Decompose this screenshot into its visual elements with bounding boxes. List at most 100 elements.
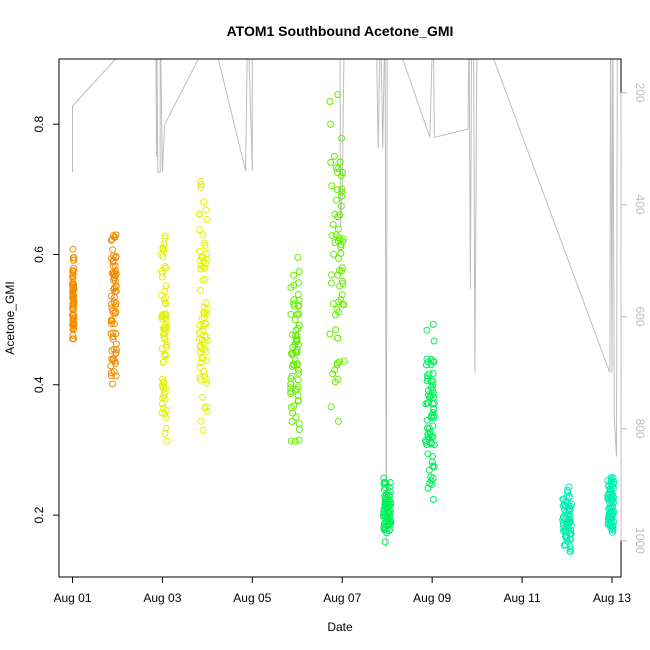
data-point (335, 417, 342, 425)
data-point (287, 380, 295, 388)
data-point (290, 281, 298, 289)
data-point (423, 441, 431, 448)
data-point (289, 409, 296, 417)
data-point (429, 462, 437, 470)
data-point (287, 388, 295, 396)
data-point (294, 325, 302, 333)
data-point (384, 513, 392, 521)
data-point (109, 252, 117, 260)
data-point (162, 414, 170, 422)
data-point (110, 309, 118, 317)
data-point (332, 164, 340, 172)
data-point (606, 512, 613, 520)
data-point (200, 367, 208, 375)
data-point (294, 254, 302, 261)
data-point (203, 255, 210, 263)
data-point (332, 326, 340, 334)
data-point (197, 417, 205, 425)
data-point (69, 292, 77, 300)
data-point (604, 513, 612, 521)
data-point (162, 282, 170, 290)
x-tick-label: Aug 07 (323, 591, 361, 605)
data-point (294, 397, 302, 405)
data-point (111, 262, 119, 270)
data-point (429, 321, 437, 328)
data-point (198, 354, 206, 362)
data-point (427, 355, 435, 363)
data-point (427, 476, 435, 484)
data-point (69, 284, 77, 291)
y-axis: 0.2 0.4 0.6 0.8 (32, 115, 60, 523)
y-axis-label: Acetone_GMI (3, 281, 17, 354)
data-point (430, 496, 437, 503)
data-point (560, 525, 568, 533)
data-point (380, 526, 388, 534)
data-point (107, 330, 115, 338)
data-point (430, 405, 438, 413)
data-point (196, 247, 203, 255)
data-point (608, 495, 616, 503)
data-point (326, 330, 334, 338)
data-point (111, 288, 119, 296)
data-point (333, 361, 341, 369)
data-point (334, 334, 342, 342)
data-point (161, 335, 169, 343)
data-point (110, 271, 118, 278)
data-point (295, 426, 303, 433)
data-point (294, 366, 302, 374)
data-point (198, 253, 206, 261)
data-point (159, 375, 167, 383)
data-point (195, 335, 203, 343)
data-point (110, 233, 118, 241)
y2-tick-label: 1000 (633, 527, 647, 554)
data-point (158, 409, 166, 417)
data-point (158, 267, 166, 275)
data-point (561, 502, 569, 510)
data-point (328, 232, 336, 240)
data-point (336, 282, 344, 290)
x-tick-label: Aug 09 (413, 591, 451, 605)
data-point (567, 545, 575, 553)
data-point (381, 500, 389, 508)
data-point (295, 420, 303, 428)
data-point (287, 437, 295, 445)
data-point (333, 186, 341, 194)
data-point (108, 317, 116, 325)
data-point (161, 388, 169, 396)
data-point (287, 310, 295, 318)
data-point (70, 264, 78, 272)
data-point (430, 337, 438, 345)
x-tick-label: Aug 01 (53, 591, 91, 605)
x-axis: Aug 01 Aug 03 Aug 05 Aug 07 Aug 09 Aug 11 Aug … (53, 576, 631, 605)
data-point (112, 267, 120, 275)
data-point (566, 548, 574, 556)
data-point (199, 231, 207, 239)
data-point (201, 264, 209, 272)
data-point (202, 259, 209, 267)
data-point (335, 234, 343, 241)
data-point (110, 345, 118, 353)
data-point (380, 523, 388, 531)
data-point (199, 322, 207, 330)
data-point (197, 344, 205, 351)
data-point (70, 319, 78, 327)
data-point (337, 172, 345, 180)
data-point (196, 321, 204, 329)
data-point (287, 384, 295, 392)
data-point (428, 480, 436, 488)
data-point (427, 439, 435, 447)
data-point (201, 372, 209, 380)
y-tick-label: 0.6 (32, 246, 46, 263)
data-point (334, 213, 342, 221)
data-point (201, 242, 209, 250)
data-point (199, 263, 207, 271)
y2-tick-label: 800 (633, 419, 647, 439)
data-point (337, 296, 345, 304)
data-point (337, 249, 345, 257)
x-tick-label: Aug 13 (593, 591, 631, 605)
data-point (423, 377, 431, 385)
data-point (609, 474, 617, 482)
data-point (605, 490, 612, 498)
data-point (381, 496, 389, 504)
